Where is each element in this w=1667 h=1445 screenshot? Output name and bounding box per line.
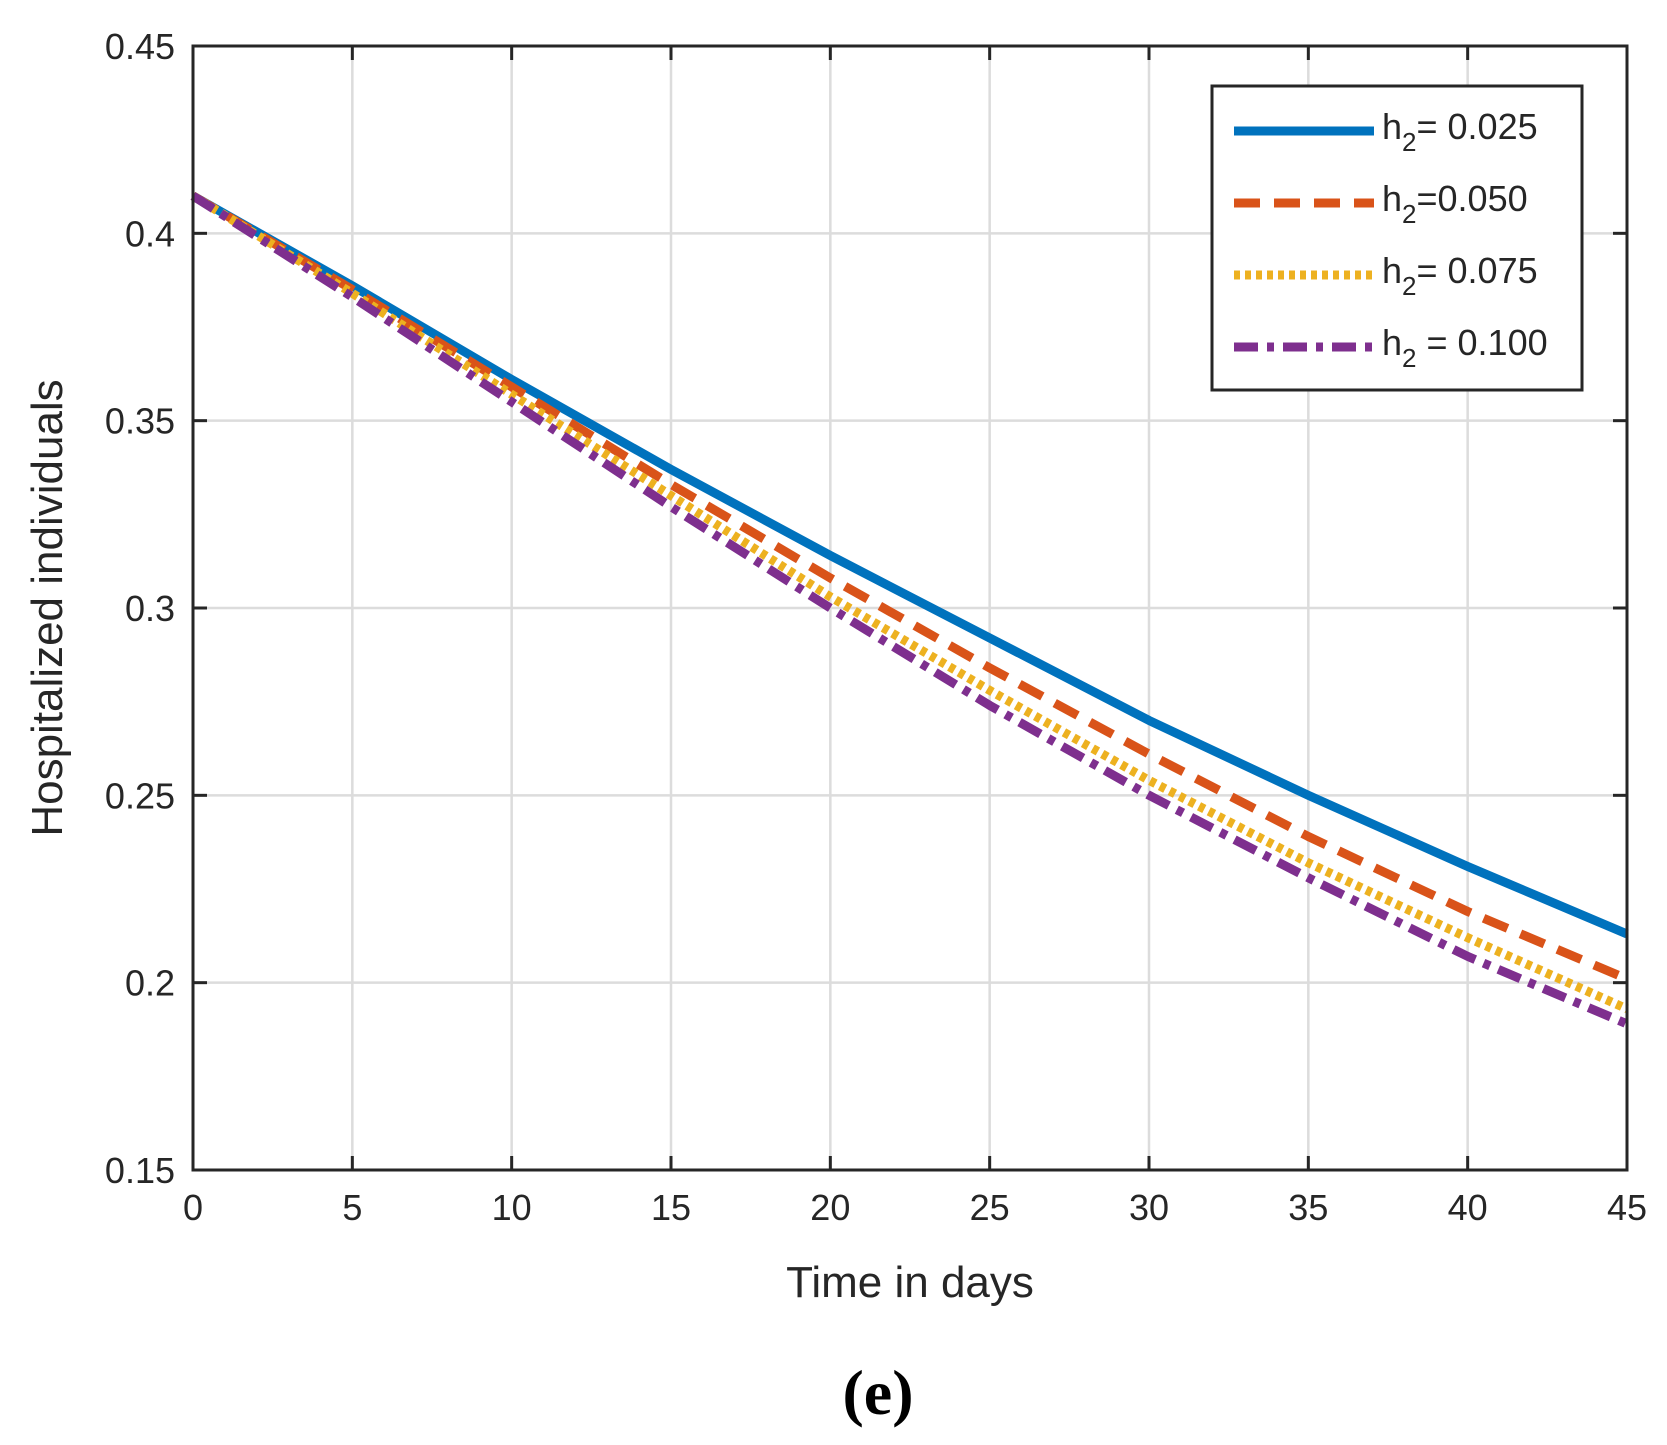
legend-label-3: h2= 0.075 (1382, 250, 1538, 301)
y-tick-label: 0.15 (105, 1150, 175, 1191)
y-axis-label: Hospitalized individuals (23, 379, 72, 836)
legend-label-subscript: 2 (1402, 199, 1416, 229)
x-tick-label: 40 (1448, 1187, 1488, 1228)
legend-label-4: h2 = 0.100 (1382, 322, 1548, 373)
legend-label-subscript: 2 (1402, 271, 1416, 301)
ticks (191, 44, 1629, 1172)
series-line-2 (190, 192, 1629, 984)
legend-label-1: h2= 0.025 (1382, 106, 1538, 157)
legend-label-subscript: 2 (1402, 127, 1416, 157)
legend-label-prefix: h (1382, 250, 1402, 291)
x-tick-label: 15 (651, 1187, 691, 1228)
legend-label-subscript: 2 (1402, 343, 1416, 373)
legend-box (1210, 84, 1584, 392)
x-tick-label: 20 (810, 1187, 850, 1228)
legend-label-suffix: =0.050 (1417, 178, 1528, 219)
legend-label-prefix: h (1382, 178, 1402, 219)
x-tick-label: 25 (970, 1187, 1010, 1228)
series-line-4 (190, 192, 1629, 1029)
y-tick-label: 0.2 (125, 963, 175, 1004)
x-axis-label: Time in days (786, 1258, 1034, 1307)
x-tick-label: 5 (342, 1187, 362, 1228)
y-tick-label: 0.35 (105, 401, 175, 442)
tick-labels: 0 5 10 15 20 25 30 35 40 45 0.15 0.2 0.25 0.3 0.35 0.4 0… (105, 26, 1647, 1228)
legend-label-prefix: h (1382, 322, 1402, 363)
y-tick-label: 0.25 (105, 775, 175, 816)
x-tick-label: 30 (1129, 1187, 1169, 1228)
y-tick-label: 0.4 (125, 213, 175, 254)
legend-label-suffix: = 0.100 (1417, 322, 1548, 363)
x-tick-label: 10 (492, 1187, 532, 1228)
legend-label-suffix: = 0.075 (1417, 250, 1538, 291)
x-tick-label: 0 (183, 1187, 203, 1228)
x-tick-label: 45 (1607, 1187, 1647, 1228)
y-tick-label: 0.45 (105, 26, 175, 67)
series-layer (190, 191, 1629, 1029)
legend-label-2: h2=0.050 (1382, 178, 1528, 229)
legend-label-suffix: = 0.025 (1417, 106, 1538, 147)
series-line-3 (190, 192, 1629, 1014)
x-tick-label: 35 (1288, 1187, 1328, 1228)
panel-label: (e) (842, 1357, 913, 1428)
series-line-1 (190, 191, 1629, 939)
y-tick-label: 0.3 (125, 588, 175, 629)
legend-label-prefix: h (1382, 106, 1402, 147)
